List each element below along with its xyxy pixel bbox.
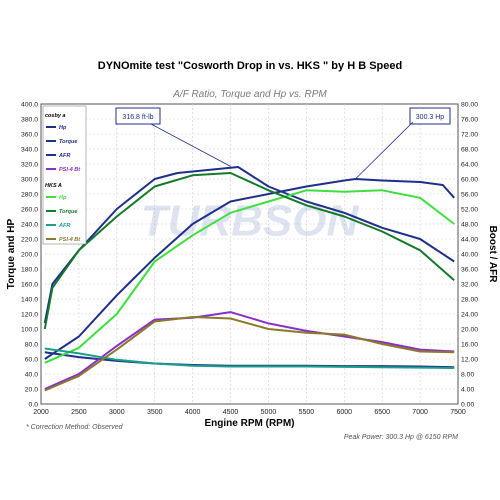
x-tick-label: 7500	[450, 409, 466, 416]
x-tick-label: 4500	[223, 409, 239, 416]
y-tick-left: 400.0	[21, 102, 38, 109]
legend-item-label: AFR	[58, 153, 70, 159]
grid-lines	[41, 104, 458, 404]
legend-group-label: HKS A	[45, 183, 62, 189]
series-line-cosby-a-psi-4-bt	[44, 311, 455, 390]
y-tick-left: 220.0	[21, 237, 38, 244]
annotation-leader	[150, 123, 231, 167]
series-line-hks-a-torque	[43, 172, 455, 330]
y-tick-right: 44.00	[461, 237, 478, 244]
y-tick-right: 72.00	[461, 132, 478, 139]
legend-item-label: PSI-4 Bt	[59, 167, 81, 173]
legend-item-label: PSI-4 Bt	[59, 237, 81, 243]
y-tick-left: 300.0	[21, 177, 38, 184]
annotations: 316.8 ft-lb 300.3 Hp	[115, 107, 451, 180]
y-tick-right: 64.00	[461, 162, 478, 169]
y-tick-left: 240.0	[21, 222, 38, 229]
y-tick-left: 0.0	[29, 402, 39, 409]
x-tick-label: 7000	[412, 409, 428, 416]
y-tick-left: 340.0	[21, 147, 38, 154]
y-tick-right: 28.00	[461, 297, 478, 304]
y-tick-left: 120.0	[21, 312, 38, 319]
x-tick-label: 2500	[71, 409, 87, 416]
y-tick-right: 36.00	[461, 267, 478, 274]
y-tick-left: 20.0	[25, 387, 38, 394]
y-tick-right: 52.00	[461, 207, 478, 214]
chart-subtitle: A/F Ratio, Torque and Hp vs. RPM	[173, 89, 327, 100]
y-tick-left: 200.0	[21, 252, 38, 259]
y-tick-right: 60.00	[461, 177, 478, 184]
y-tick-right: 8.00	[461, 372, 474, 379]
y-tick-left: 100.0	[21, 327, 38, 334]
x-tick-label: 2000	[33, 409, 49, 416]
y-tick-right: 48.00	[461, 222, 478, 229]
y-tick-right: 24.00	[461, 312, 478, 319]
legend: cosby a Hp Torque AFR PSI-4 Bt HKS A Hp Torque A…	[42, 105, 87, 245]
watermark-text: TURBSON	[141, 196, 360, 245]
watermark-layer: TURBSON	[141, 196, 360, 245]
series-line-hks-a-hp	[44, 189, 455, 364]
y-tick-left: 360.0	[21, 132, 38, 139]
axes-layer: 0.0 0.00 20.0 4.00 40.0 8.00 60.0 12.00 80.0 16.0…	[6, 102, 498, 430]
y-tick-left: 140.0	[21, 297, 38, 304]
x-tick-label: 6500	[374, 409, 390, 416]
legend-box	[42, 105, 87, 245]
y-tick-right: 16.00	[461, 342, 478, 349]
y-tick-right: 40.00	[461, 252, 478, 259]
series-line-cosby-a-hp	[44, 178, 455, 360]
legend-item-label: Torque	[59, 209, 77, 215]
y-axis-label-left: Torque and HP	[6, 218, 17, 289]
y-tick-right: 80.00	[461, 102, 478, 109]
legend-item-label: Hp	[59, 195, 67, 201]
series-layer	[43, 166, 455, 392]
x-tick-label: 5000	[261, 409, 277, 416]
annotation-leader	[355, 121, 414, 180]
chart-title: DYNOmite test "Cosworth Drop in vs. HKS …	[97, 60, 403, 72]
y-tick-right: 68.00	[461, 147, 478, 154]
y-tick-left: 380.0	[21, 117, 38, 124]
y-tick-left: 320.0	[21, 162, 38, 169]
legend-item-label: AFR	[58, 223, 70, 229]
y-tick-left: 180.0	[21, 267, 38, 274]
y-tick-left: 260.0	[21, 207, 38, 214]
y-axis-label-right: Boost / AFR	[487, 226, 498, 284]
x-tick-label: 3500	[147, 409, 163, 416]
annotation-label: 300.3 Hp	[416, 114, 445, 121]
x-axis-label: Engine RPM (RPM)	[205, 418, 295, 429]
x-tick-label: 6000	[336, 409, 352, 416]
correction-footnote: * Correction Method: Observed	[26, 424, 123, 431]
y-tick-left: 40.0	[25, 372, 38, 379]
y-tick-left: 280.0	[21, 192, 38, 199]
legend-item-label: Torque	[59, 139, 77, 145]
legend-item-label: Hp	[59, 125, 67, 131]
y-tick-left: 80.0	[25, 342, 38, 349]
annotation-box	[115, 107, 161, 125]
y-tick-right: 12.00	[461, 357, 478, 364]
legend-group-label: cosby a	[45, 113, 65, 119]
y-tick-right: 56.00	[461, 192, 478, 199]
annotation-label: 316.8 ft-lb	[122, 114, 153, 121]
y-tick-left: 60.0	[25, 357, 38, 364]
y-tick-right: 4.00	[461, 387, 474, 394]
y-tick-right: 20.00	[461, 327, 478, 334]
annotation-box	[409, 107, 451, 125]
x-tick-label: 3000	[109, 409, 125, 416]
y-tick-right: 32.00	[461, 282, 478, 289]
y-tick-right: 0.00	[461, 402, 474, 409]
y-tick-right: 76.00	[461, 117, 478, 124]
x-tick-label: 4000	[185, 409, 201, 416]
x-tick-label: 5500	[299, 409, 315, 416]
series-line-hks-a-afr	[44, 347, 455, 369]
peak-power-note: Peak Power: 300.3 Hp @ 6150 RPM	[343, 434, 458, 441]
series-line-hks-a-psi-4-bt	[44, 316, 455, 392]
y-tick-left: 160.0	[21, 282, 38, 289]
